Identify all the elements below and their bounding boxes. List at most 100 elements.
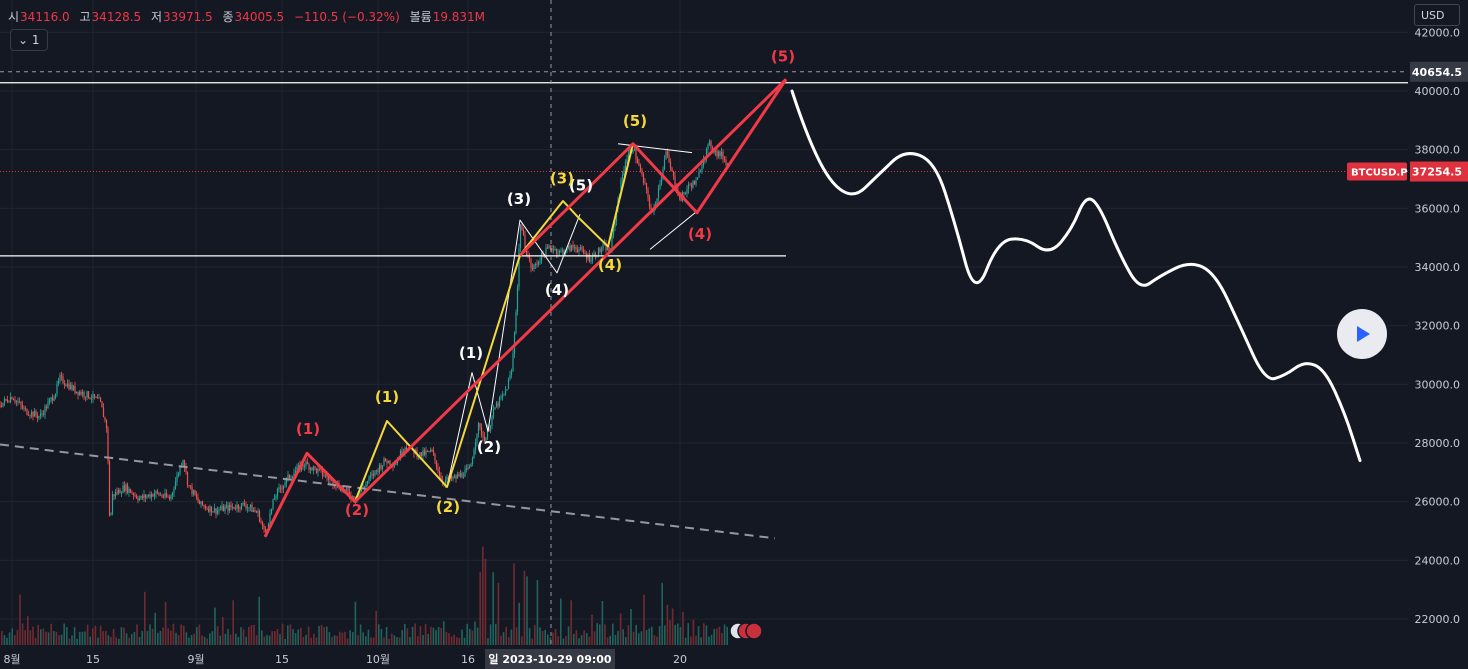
candle-body <box>714 150 717 153</box>
candle-body <box>212 511 214 513</box>
volume-bar <box>474 621 476 645</box>
volume-bar <box>346 638 349 645</box>
candle-body <box>84 396 87 398</box>
candle-body <box>575 246 577 250</box>
volume-bar <box>601 601 604 645</box>
volume-bar <box>580 635 583 645</box>
volume-bar <box>632 631 635 645</box>
volume-bar <box>162 627 164 645</box>
candle-body <box>561 250 564 251</box>
candle-body <box>38 416 40 418</box>
candle-body <box>620 179 622 195</box>
yellow-wave-path <box>354 143 634 503</box>
volume-bar <box>492 572 494 645</box>
volume-bar <box>658 625 661 645</box>
candle-body <box>0 405 3 407</box>
volume-bar <box>333 635 336 645</box>
volume-bar <box>21 623 24 645</box>
candle-body <box>665 151 667 160</box>
volume-bar <box>427 633 429 645</box>
candle-body <box>486 428 489 438</box>
volume-bar <box>430 626 432 645</box>
candle-body <box>347 488 349 492</box>
candle-body <box>98 397 100 399</box>
volume-bar <box>53 631 55 645</box>
volume-bar <box>367 629 370 645</box>
candle-body <box>719 151 721 157</box>
candle-body <box>306 461 309 465</box>
volume-bar <box>651 626 653 645</box>
volume-bar <box>219 635 221 645</box>
volume-bar <box>313 633 315 645</box>
interval-toggle-button[interactable]: ⌄ 1 <box>10 29 48 51</box>
candle-body <box>627 153 630 159</box>
candle-body <box>432 450 435 454</box>
white-wave-label: (4) <box>545 281 569 299</box>
candle-body <box>164 493 166 498</box>
candle-body <box>692 181 694 188</box>
candle-body <box>644 182 646 184</box>
candle-body <box>110 513 112 516</box>
candle-body <box>435 460 438 468</box>
volume-bar <box>292 629 294 645</box>
candle-body <box>152 494 154 497</box>
candle-body <box>138 498 141 501</box>
candle-body <box>321 469 324 476</box>
candle-body <box>503 393 505 395</box>
volume-bar <box>445 631 448 645</box>
volume-bar <box>614 635 617 645</box>
volume-bar <box>276 629 279 645</box>
candle-body <box>536 264 538 265</box>
play-button[interactable] <box>1337 309 1387 359</box>
candle-body <box>308 464 310 470</box>
currency-button[interactable]: USD <box>1414 4 1460 26</box>
candle-body <box>315 468 318 473</box>
volume-bar <box>357 635 359 645</box>
candle-body <box>195 494 198 498</box>
candle-body <box>296 466 298 471</box>
candle-body <box>50 397 52 400</box>
candle-body <box>461 473 463 477</box>
candle-body <box>144 494 147 498</box>
volume-bar <box>669 619 671 645</box>
white-wave-label: (5) <box>569 177 593 195</box>
candle-body <box>47 401 49 409</box>
candle-body <box>137 498 139 501</box>
volume-bar <box>679 627 682 645</box>
triangle-line <box>649 210 698 250</box>
candle-body <box>629 149 631 154</box>
red-wave-path-2 <box>518 78 788 257</box>
candle-body <box>606 247 609 251</box>
candle-body <box>12 399 15 401</box>
candle-body <box>549 245 552 248</box>
candle-body <box>221 505 223 510</box>
candle-body <box>596 256 598 258</box>
candle-body <box>279 487 282 489</box>
candle-body <box>483 436 486 443</box>
candle-body <box>194 490 196 495</box>
volume-bar <box>203 636 206 645</box>
candle-body <box>167 496 169 498</box>
y-tick-label: 38000.0 <box>1415 144 1461 157</box>
volume-bar <box>359 624 362 645</box>
candle-body <box>69 384 72 390</box>
candle-body <box>36 415 39 418</box>
candle-body <box>434 453 436 461</box>
volume-bar <box>19 594 21 645</box>
volume-bar <box>666 604 669 645</box>
candle-body <box>182 460 184 466</box>
volume-bar <box>6 637 8 645</box>
candle-body <box>701 165 703 172</box>
volume-bar <box>469 628 471 645</box>
volume-bar <box>287 625 289 645</box>
candle-body <box>573 246 576 248</box>
volume-value: 19.831M <box>432 10 486 24</box>
volume-bar <box>154 612 156 645</box>
candle-body <box>522 230 525 235</box>
candle-body <box>524 234 526 251</box>
volume-bar <box>183 625 185 645</box>
candle-body <box>450 475 453 479</box>
y-tick-label: 34000.0 <box>1415 261 1461 274</box>
volume-bar <box>409 636 411 645</box>
